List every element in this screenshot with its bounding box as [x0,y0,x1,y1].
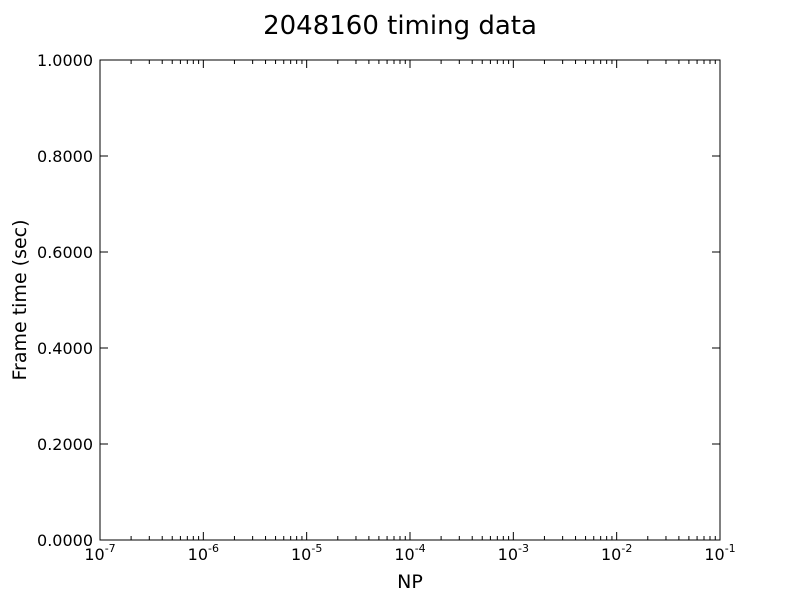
x-tick-label: 10-1 [704,542,735,564]
x-tick-base: 10 [498,545,518,564]
x-tick-base: 10 [704,545,724,564]
x-tick-base: 10 [84,545,104,564]
chart-title: 2048160 timing data [263,11,537,41]
x-tick-label: 10-7 [84,542,115,564]
y-tick-label: 1.0000 [37,51,93,70]
y-tick-label: 0.6000 [37,243,93,262]
x-tick-base: 10 [291,545,311,564]
x-tick-label: 10-2 [601,542,632,564]
x-tick-exponent: -4 [415,542,426,555]
x-tick-exponent: -6 [208,542,219,555]
x-tick-base: 10 [188,545,208,564]
x-tick-exponent: -7 [105,542,116,555]
x-tick-exponent: -5 [311,542,322,555]
x-tick-exponent: -3 [518,542,529,555]
x-tick-label: 10-6 [188,542,219,564]
y-tick-label: 0.0000 [37,531,93,550]
x-tick-label: 10-5 [291,542,322,564]
ticks-layer: 10-7 10-6 10-5 10-4 10-3 10-2 10-11.00000.8000… [37,51,736,564]
x-axis-label: NP [397,571,423,593]
x-tick-exponent: -1 [725,542,736,555]
plot-area-frame [99,59,721,541]
x-tick-label: 10-4 [394,542,425,564]
y-axis-label: Frame time (sec) [9,219,31,380]
y-tick-label: 0.2000 [37,435,93,454]
x-tick-exponent: -2 [621,542,632,555]
y-tick-label: 0.4000 [37,339,93,358]
x-tick-base: 10 [601,545,621,564]
y-tick-label: 0.8000 [37,147,93,166]
x-tick-label: 10-3 [498,542,529,564]
x-tick-base: 10 [394,545,414,564]
